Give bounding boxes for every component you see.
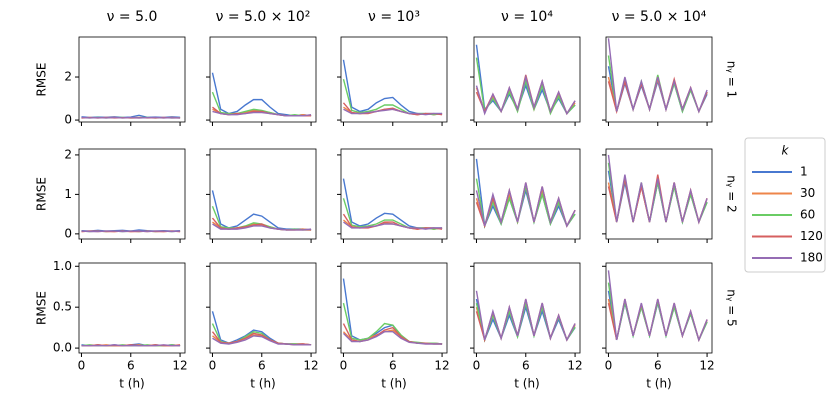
plot-area	[608, 270, 707, 340]
legend-title: k	[782, 144, 790, 158]
axes-frame	[79, 37, 185, 122]
plot-area	[81, 344, 180, 346]
x-axis-label: t (h)	[250, 377, 276, 391]
plot-area	[476, 159, 575, 226]
x-tick-label: 0	[78, 359, 86, 373]
x-tick-label: 12	[303, 359, 318, 373]
y-tick-label: 1	[64, 187, 72, 201]
plot-area	[476, 45, 575, 114]
axes-frame	[79, 263, 185, 353]
plot-area	[81, 230, 180, 232]
plot-area	[81, 115, 180, 118]
plot-area	[608, 38, 707, 111]
y-tick-label: 0	[64, 226, 72, 240]
legend-label: 120	[800, 229, 823, 243]
y-axis-label: RMSE	[35, 177, 49, 211]
y-tick-label: 0.0	[53, 341, 72, 355]
plot-area	[343, 279, 442, 344]
series-line	[476, 291, 575, 340]
x-tick-label: 6	[522, 359, 530, 373]
column-title: ν = 10³	[368, 9, 420, 25]
x-axis-label: t (h)	[381, 377, 407, 391]
series-line	[212, 311, 311, 345]
series-line	[608, 283, 707, 340]
series-line	[343, 303, 442, 344]
series-line	[212, 324, 311, 345]
legend-label: 1	[800, 165, 808, 179]
x-tick-label: 0	[605, 359, 613, 373]
y-tick-label: 2	[64, 70, 72, 84]
x-tick-label: 0	[473, 359, 481, 373]
plot-area	[608, 155, 707, 222]
row-label: nᵧ = 1	[725, 61, 739, 98]
series-line	[343, 332, 442, 344]
series-line	[81, 345, 180, 346]
x-tick-label: 0	[340, 359, 348, 373]
x-axis-label: t (h)	[119, 377, 145, 391]
row-label: nᵧ = 2	[725, 175, 739, 212]
x-tick-label: 6	[654, 359, 662, 373]
y-tick-label: 2	[64, 147, 72, 161]
plot-area	[343, 179, 442, 230]
plot-area	[212, 311, 311, 345]
y-tick-label: 1.0	[53, 259, 72, 273]
x-tick-label: 6	[389, 359, 397, 373]
plot-area	[212, 190, 311, 229]
x-tick-label: 6	[127, 359, 135, 373]
series-line	[212, 73, 311, 116]
y-tick-label: 0.5	[53, 300, 72, 314]
x-tick-label: 12	[434, 359, 449, 373]
row-label: nᵧ = 5	[725, 289, 739, 326]
x-axis-label: t (h)	[646, 377, 672, 391]
axes-frame	[210, 263, 316, 353]
legend-label: 60	[800, 208, 815, 222]
axes-frame	[210, 37, 316, 122]
column-title: ν = 5.0 × 10⁴	[612, 9, 707, 25]
column-title: ν = 5.0 × 10²	[216, 9, 311, 25]
y-axis-label: RMSE	[35, 291, 49, 325]
plot-area	[476, 291, 575, 340]
column-title: ν = 5.0	[107, 9, 158, 25]
legend-label: 30	[800, 186, 815, 200]
x-tick-label: 12	[567, 359, 582, 373]
legend-label: 180	[800, 251, 823, 265]
x-axis-label: t (h)	[514, 377, 540, 391]
y-tick-label: 0	[64, 113, 72, 127]
column-title: ν = 10⁴	[501, 9, 553, 25]
series-line	[343, 279, 442, 344]
x-tick-label: 12	[172, 359, 187, 373]
plot-area	[212, 73, 311, 116]
axes-frame	[79, 149, 185, 239]
x-tick-label: 0	[209, 359, 217, 373]
y-axis-label: RMSE	[35, 63, 49, 97]
series-line	[476, 159, 575, 226]
plot-area	[343, 60, 442, 115]
x-tick-label: 6	[258, 359, 266, 373]
x-tick-label: 12	[699, 359, 714, 373]
